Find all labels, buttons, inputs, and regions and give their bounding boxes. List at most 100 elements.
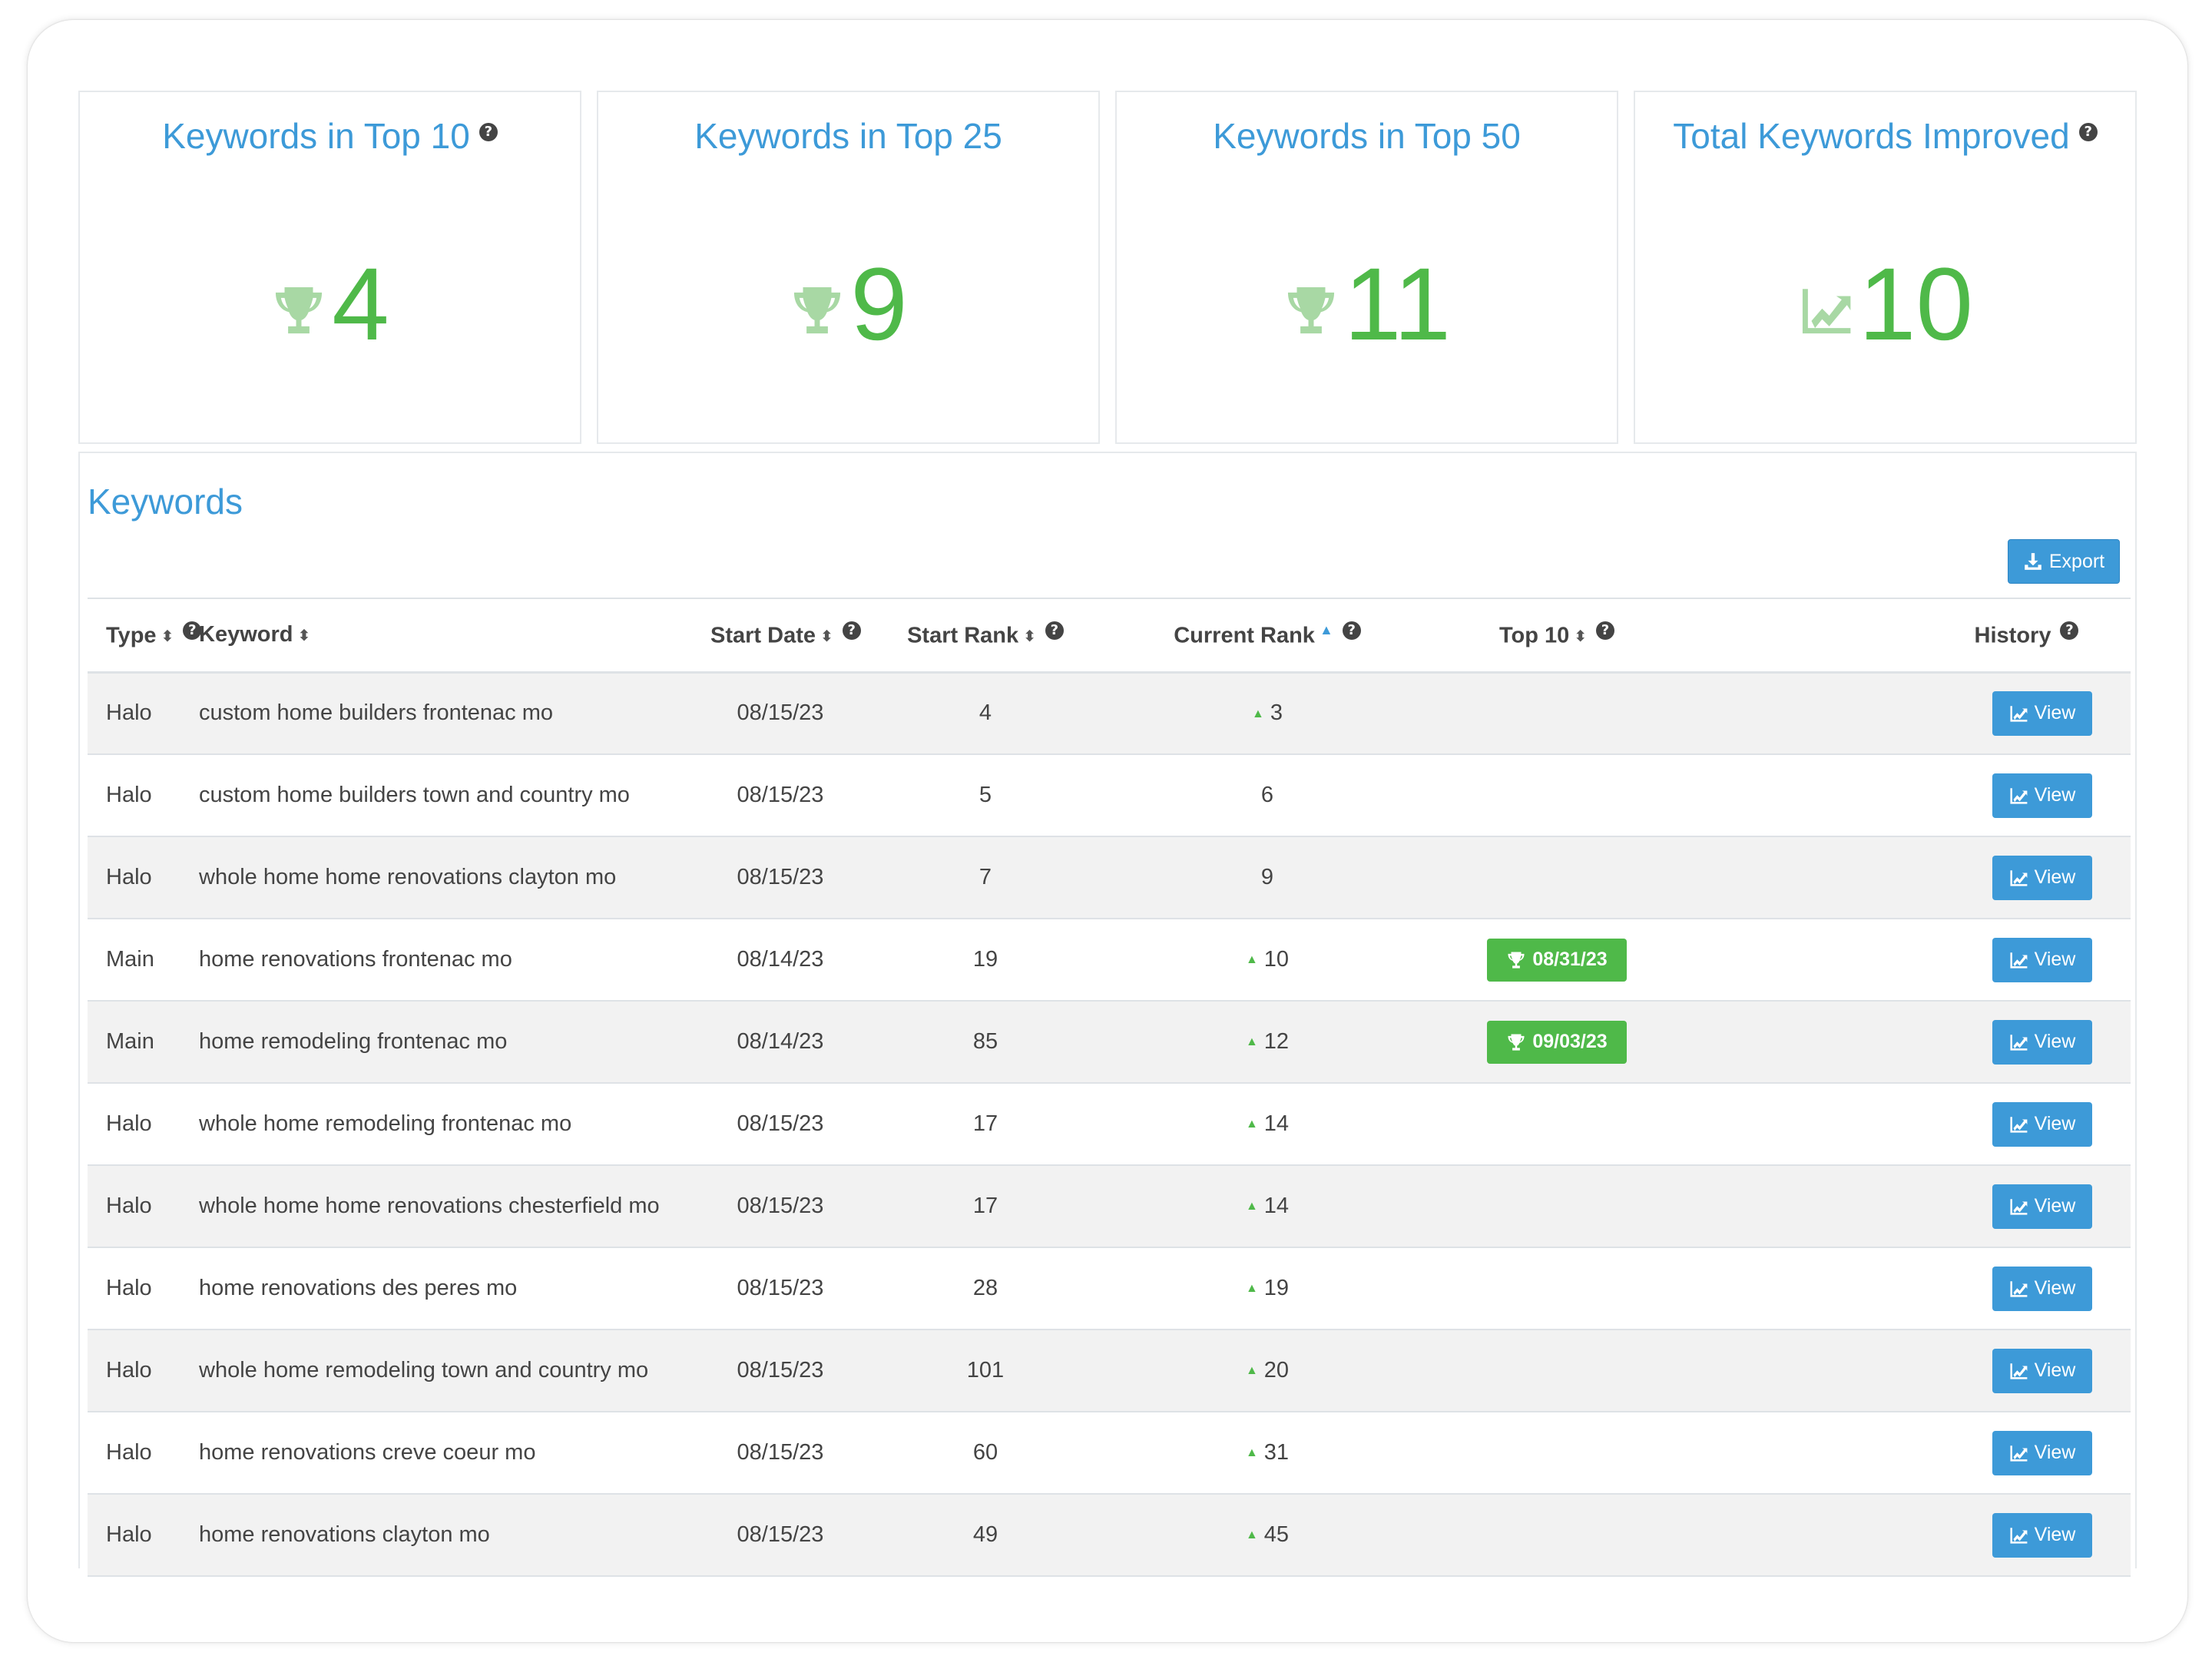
cell-top10: 09/03/23 [1414, 1001, 1700, 1083]
cell-top10 [1414, 1165, 1700, 1247]
line-chart-icon [1797, 282, 1854, 339]
sort-asc-icon: ▲ [1319, 621, 1333, 637]
cell-type: Halo [106, 865, 152, 889]
cell-type: Halo [106, 783, 152, 807]
rank-up-icon: ▲ [1245, 1200, 1258, 1214]
view-history-button[interactable]: View [1992, 1266, 2092, 1311]
view-history-button[interactable]: View [1992, 1512, 2092, 1558]
stat-card: Total Keywords Improved? 10 [1634, 91, 2137, 444]
help-icon[interactable]: ? [1342, 621, 1361, 640]
table-row: Halo home renovations des peres mo 08/15/2… [88, 1247, 2131, 1330]
cell-top10 [1414, 1330, 1700, 1412]
cell-history: View [1700, 1330, 2131, 1412]
stats-row: Keywords in Top 10? 4 Keywords in Top 25 9 K… [78, 91, 2137, 444]
rank-up-icon: ▲ [1252, 707, 1264, 720]
table-row: Halo custom home builders frontenac mo 08/… [88, 672, 2131, 754]
cell-current-rank: ▲ 3 [1252, 700, 1283, 726]
view-history-button[interactable]: View [1992, 855, 2092, 900]
cell-start-rank: 5 [979, 783, 992, 807]
cell-start-date: 08/15/23 [737, 700, 824, 726]
table-row: Halo whole home remodeling town and count… [88, 1330, 2131, 1412]
stat-body: 11 [1117, 253, 1617, 356]
col-top10[interactable]: Top 10 ⬍? [1414, 598, 1700, 674]
stat-card: Keywords in Top 10? 4 [78, 91, 581, 444]
help-icon[interactable]: ? [478, 122, 498, 141]
line-chart-icon [2010, 1527, 2027, 1544]
col-history: History? [1700, 598, 2131, 674]
table-row: Main home renovations frontenac mo 08/14/2… [88, 919, 2131, 1001]
col-current-rank[interactable]: Current Rank ▲? [1121, 598, 1414, 674]
table-row: Halo whole home home renovations clayton … [88, 836, 2131, 919]
table-header-row: Type ⬍? Keyword ⬍ Start Date ⬍? Start Rank ⬍… [88, 598, 2131, 674]
sort-icon: ⬍ [820, 628, 833, 646]
help-icon[interactable]: ? [2060, 621, 2079, 640]
cell-current-rank: ▲ 19 [1245, 1276, 1290, 1300]
cell-top10 [1414, 1494, 1700, 1576]
cell-keyword: home remodeling frontenac mo [199, 1029, 508, 1054]
cell-current-rank: ▲ 20 [1245, 1358, 1290, 1382]
cell-history: View [1700, 1001, 2131, 1083]
table-row: Halo custom home builders town and countr… [88, 754, 2131, 836]
cell-top10: 08/31/23 [1414, 919, 1700, 1001]
stat-value: 10 [1858, 247, 1974, 362]
cell-keyword: home renovations creve coeur mo [199, 1440, 536, 1465]
col-type[interactable]: Type ⬍? [88, 598, 202, 674]
cell-type: Halo [106, 1111, 152, 1136]
cell-start-date: 08/14/23 [737, 1029, 824, 1054]
view-history-button[interactable]: View [1992, 937, 2092, 982]
top10-badge: 09/03/23 [1487, 1020, 1627, 1064]
stat-title: Keywords in Top 25 [694, 116, 1002, 156]
keywords-panel: Keywords Export Type ⬍? Keyword ⬍ Start Da… [78, 452, 2137, 1576]
stat-title: Keywords in Top 10? [80, 115, 580, 157]
cell-top10 [1414, 754, 1700, 836]
cell-current-rank: 9 [1260, 865, 1274, 889]
stat-body: 4 [80, 253, 580, 356]
view-history-button[interactable]: View [1992, 773, 2092, 818]
view-history-button[interactable]: View [1992, 690, 2092, 736]
cell-history: View [1700, 754, 2131, 836]
view-history-button[interactable]: View [1992, 1430, 2092, 1475]
cell-history: View [1700, 1494, 2131, 1576]
cell-start-rank: 49 [972, 1522, 998, 1547]
sort-icon: ⬍ [297, 628, 311, 645]
cell-start-date: 08/15/23 [737, 1522, 824, 1547]
help-icon[interactable]: ? [1596, 621, 1615, 640]
line-chart-icon [2010, 1034, 2027, 1051]
cell-current-rank: ▲ 31 [1245, 1440, 1290, 1465]
cell-keyword: whole home home renovations chesterfield… [199, 1194, 660, 1218]
col-start-date[interactable]: Start Date ⬍? [541, 598, 861, 674]
export-label: Export [2048, 550, 2105, 572]
cell-current-rank: ▲ 10 [1245, 947, 1290, 972]
cell-start-rank: 101 [966, 1358, 1005, 1382]
view-history-button[interactable]: View [1992, 1348, 2092, 1393]
cell-type: Main [106, 947, 154, 972]
cell-current-rank: ▲ 14 [1245, 1111, 1290, 1136]
cell-history: View [1700, 1247, 2131, 1330]
export-button[interactable]: Export [2008, 539, 2120, 584]
cell-start-rank: 4 [979, 700, 992, 726]
stat-card: Keywords in Top 25 9 [597, 91, 1100, 444]
rank-up-icon: ▲ [1245, 1528, 1258, 1542]
help-icon[interactable]: ? [842, 621, 861, 640]
trophy-icon [270, 282, 327, 339]
cell-top10 [1414, 836, 1700, 919]
line-chart-icon [2010, 1445, 2027, 1462]
cell-keyword: custom home builders town and country mo [199, 783, 630, 807]
view-history-button[interactable]: View [1992, 1019, 2092, 1065]
cell-start-date: 08/15/23 [737, 1440, 824, 1465]
keywords-table: Type ⬍? Keyword ⬍ Start Date ⬍? Start Rank ⬍… [88, 598, 2131, 1577]
help-icon[interactable]: ? [1045, 621, 1064, 640]
view-history-button[interactable]: View [1992, 1184, 2092, 1229]
sort-icon: ⬍ [161, 628, 174, 646]
rank-up-icon: ▲ [1245, 953, 1258, 967]
download-icon [2025, 553, 2041, 570]
cell-keyword: whole home home renovations clayton mo [199, 865, 617, 889]
col-keyword[interactable]: Keyword ⬍ [180, 598, 541, 674]
cell-start-date: 08/15/23 [737, 1276, 824, 1300]
help-icon[interactable]: ? [2078, 122, 2098, 141]
view-history-button[interactable]: View [1992, 1101, 2092, 1147]
cell-start-rank: 17 [972, 1111, 998, 1136]
rank-up-icon: ▲ [1245, 1446, 1258, 1460]
col-start-rank[interactable]: Start Rank ⬍? [850, 598, 1121, 674]
cell-keyword: custom home builders frontenac mo [199, 700, 553, 726]
